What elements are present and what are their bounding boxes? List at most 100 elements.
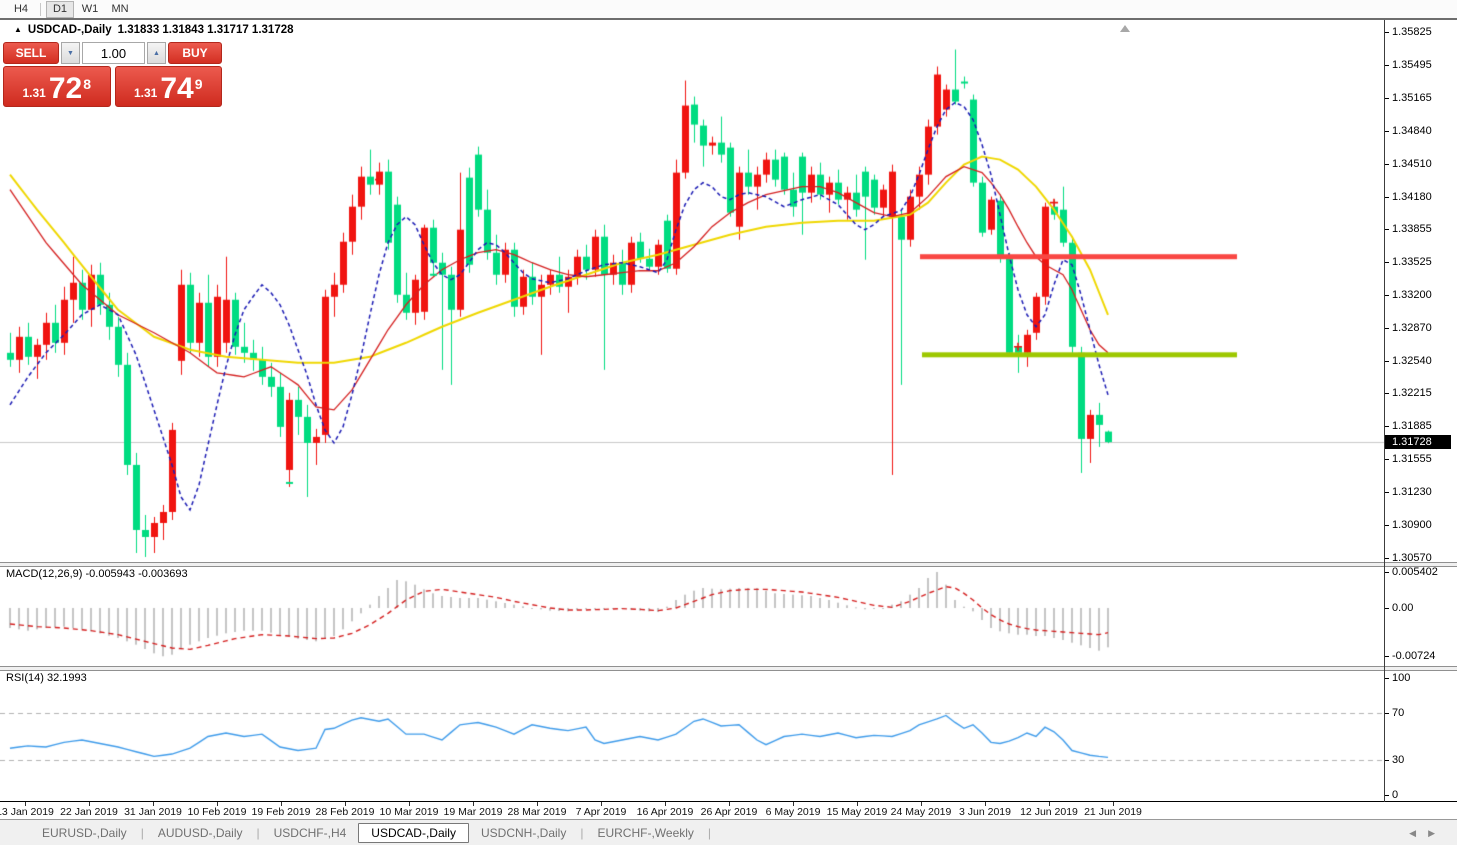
price-axis-label-tick — [1385, 197, 1389, 198]
buy-price-button[interactable]: 1.31 74 9 — [114, 66, 222, 107]
chart-canvas[interactable] — [0, 20, 1384, 801]
price-axis-label: 1.33525 — [1392, 256, 1432, 268]
date-axis-label: 28 Feb 2019 — [315, 806, 375, 818]
date-axis-label: 21 Jun 2019 — [1084, 806, 1142, 818]
timeframe-button-w1[interactable]: W1 — [81, 3, 99, 15]
date-tick — [921, 802, 922, 806]
volume-input[interactable] — [82, 42, 145, 64]
one-click-trade-panel: SELL ▼ ▲ BUY 1.31 72 8 1.31 74 9 — [3, 42, 222, 107]
price-axis-label-tick — [1385, 459, 1389, 460]
price-axis-label: 1.30900 — [1392, 519, 1432, 531]
date-axis-label: 10 Feb 2019 — [187, 806, 247, 818]
price-axis-label: 1.32540 — [1392, 355, 1432, 367]
date-axis-label: 13 Jan 2019 — [0, 806, 54, 818]
price-axis-label-tick — [1385, 492, 1389, 493]
price-axis-label-tick — [1385, 98, 1389, 99]
price-axis-label: 1.34180 — [1392, 191, 1432, 203]
date-tick — [985, 802, 986, 806]
toolbar-separator — [40, 2, 41, 16]
volume-increase-button[interactable]: ▲ — [147, 42, 166, 64]
price-axis-label-tick — [1385, 32, 1389, 33]
price-axis-label-tick — [1385, 361, 1389, 362]
date-axis-label: 10 Mar 2019 — [379, 806, 439, 818]
date-axis-label: 19 Feb 2019 — [251, 806, 311, 818]
buy-button[interactable]: BUY — [168, 42, 222, 64]
symbol-label: USDCAD-,Daily — [27, 24, 112, 36]
sell-price-pipette: 8 — [83, 76, 92, 92]
macd-label: MACD(12,26,9) -0.005943 -0.003693 — [6, 568, 188, 580]
price-axis-label-tick — [1385, 558, 1389, 559]
date-axis[interactable]: 13 Jan 2019 22 Jan 2019 31 Jan 2019 10 Feb … — [0, 802, 1384, 819]
date-axis-label: 6 May 2019 — [765, 806, 821, 818]
macd-axis-label: 0.005402 — [1392, 566, 1438, 578]
timeframe-button-mn[interactable]: MN — [111, 3, 129, 15]
price-axis-label-tick — [1385, 131, 1389, 132]
tab-scroll-left-icon: ◀ — [1409, 828, 1429, 838]
macd-pane-divider[interactable] — [0, 562, 1457, 567]
rsi-axis-label-tick — [1385, 760, 1389, 761]
price-axis-label-tick — [1385, 328, 1389, 329]
price-axis-label: 1.31230 — [1392, 486, 1432, 498]
buy-price-pipette: 9 — [194, 76, 203, 92]
date-tick — [857, 802, 858, 806]
chart-shift-marker-icon[interactable] — [1120, 25, 1130, 32]
rsi-pane-divider[interactable] — [0, 666, 1457, 671]
sell-button[interactable]: SELL — [3, 42, 59, 64]
price-axis-label-tick — [1385, 229, 1389, 230]
timeframe-button-h4[interactable]: H4 — [13, 3, 29, 15]
rsi-axis-label: 70 — [1392, 707, 1405, 719]
tab-scroll-arrows[interactable]: ◀▶ — [1409, 828, 1447, 839]
sell-price-small: 1.31 — [22, 86, 46, 100]
price-axis-label: 1.34840 — [1392, 125, 1432, 137]
date-axis-label: 3 Jun 2019 — [959, 806, 1011, 818]
price-axis-label: 1.30570 — [1392, 552, 1432, 564]
chart-tab-usdcnh-daily[interactable]: USDCNH-,Daily — [480, 825, 567, 840]
date-axis-label: 22 Jan 2019 — [60, 806, 118, 818]
chart-tab-eurchf-weekly[interactable]: EURCHF-,Weekly — [597, 825, 694, 840]
tab-separator: | — [256, 825, 260, 840]
date-axis-label: 19 Mar 2019 — [443, 806, 503, 818]
tab-separator: | — [707, 825, 712, 840]
rsi-axis-label-tick — [1385, 678, 1389, 679]
date-tick — [729, 802, 730, 806]
date-tick — [217, 802, 218, 806]
collapse-triangle-icon[interactable]: ▲ — [14, 24, 22, 34]
date-tick — [25, 802, 26, 806]
date-tick — [665, 802, 666, 806]
date-tick — [409, 802, 410, 806]
chart-bottom-border — [0, 801, 1457, 802]
chart-tab-audusd-daily[interactable]: AUDUSD-,Daily — [157, 825, 243, 840]
price-axis-label: 1.34510 — [1392, 158, 1432, 170]
tab-scroll-right-icon: ▶ — [1428, 828, 1447, 838]
date-axis-label: 24 May 2019 — [890, 806, 952, 818]
rsi-label: RSI(14) 32.1993 — [6, 672, 87, 684]
timeframe-button-d1[interactable]: D1 — [46, 0, 74, 18]
sell-price-button[interactable]: 1.31 72 8 — [3, 66, 111, 107]
chart-title: ▲ USDCAD-,Daily 1.31833 1.31843 1.31717 … — [14, 24, 294, 36]
chart-tab-bar: EURUSD-,Daily | AUDUSD-,Daily | USDCHF-,H4 US… — [0, 819, 1457, 845]
macd-axis-label: -0.00724 — [1392, 650, 1436, 662]
price-axis-label: 1.31555 — [1392, 453, 1432, 465]
price-axis-label-tick — [1385, 295, 1389, 296]
chart-tab-eurusd-daily[interactable]: EURUSD-,Daily — [42, 825, 127, 840]
price-axis-label-tick — [1385, 262, 1389, 263]
chart-tab-usdcad-daily[interactable]: USDCAD-,Daily — [358, 822, 469, 843]
date-tick — [1049, 802, 1050, 806]
chart-tab-usdchf-h4[interactable]: USDCHF-,H4 — [273, 825, 347, 840]
date-axis-label: 15 May 2019 — [826, 806, 888, 818]
price-axis-label: 1.33855 — [1392, 223, 1432, 235]
price-axis-label-tick — [1385, 164, 1389, 165]
timeframe-toolbar: H4 D1 W1 MN — [0, 0, 1457, 19]
price-axis-label: 1.32870 — [1392, 322, 1432, 334]
volume-decrease-button[interactable]: ▼ — [61, 42, 80, 64]
current-price-badge: 1.31728 — [1385, 435, 1451, 449]
date-tick — [153, 802, 154, 806]
date-tick — [601, 802, 602, 806]
macd-axis-label-tick — [1385, 656, 1389, 657]
price-axis-label: 1.35165 — [1392, 92, 1432, 104]
date-axis-label: 31 Jan 2019 — [124, 806, 182, 818]
macd-axis-label-tick — [1385, 572, 1389, 573]
macd-axis-label-tick — [1385, 608, 1389, 609]
tab-separator: | — [140, 825, 144, 840]
rsi-axis-label: 100 — [1392, 672, 1411, 684]
